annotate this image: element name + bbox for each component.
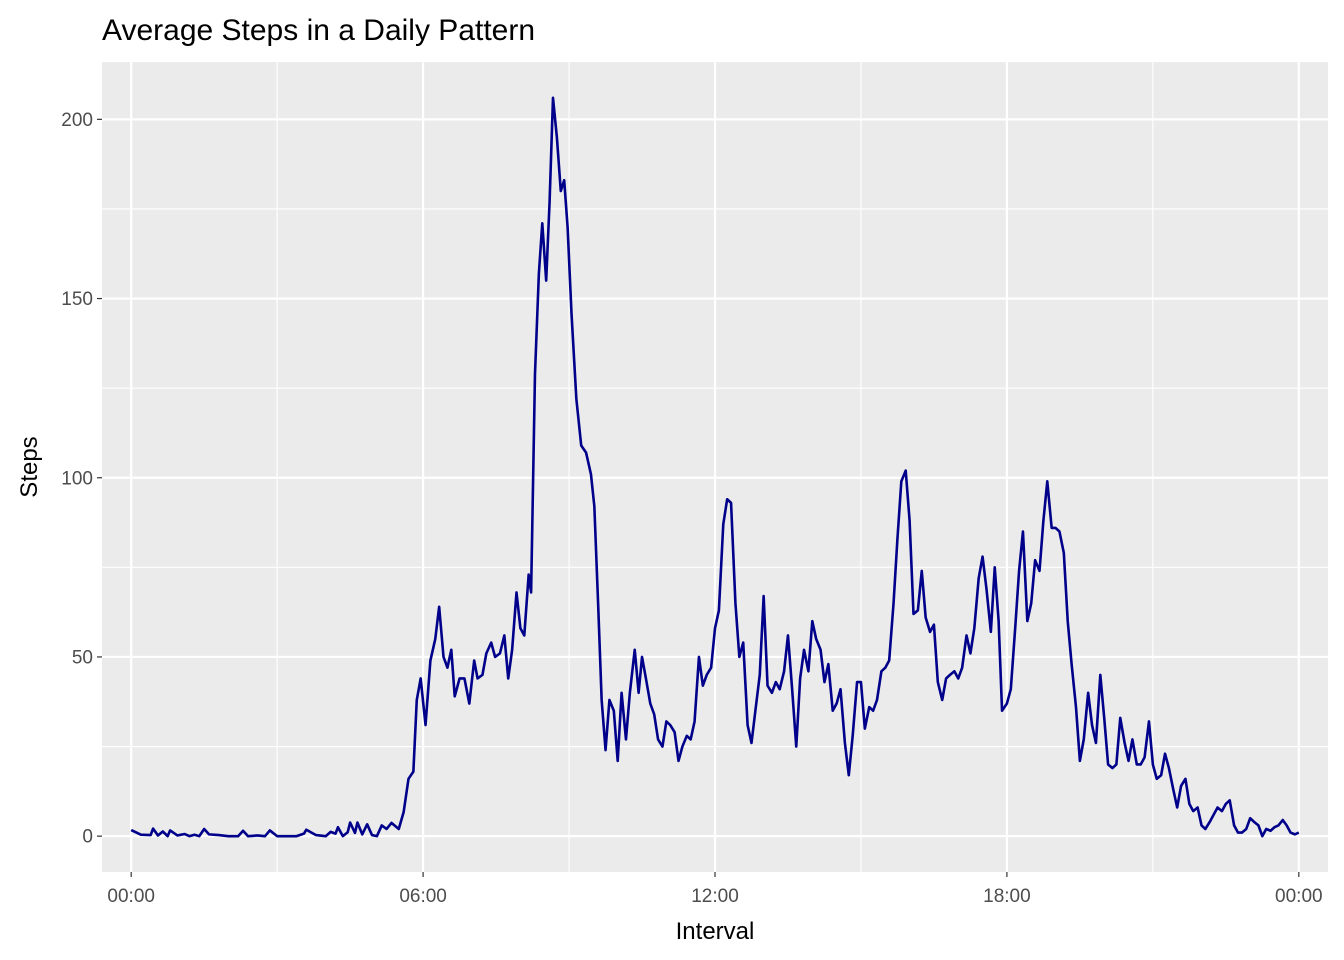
y-axis-ticks: 0 50 100 150 200 [61,110,102,848]
x-tick-label: 12:00 [691,886,739,907]
y-tick-label: 100 [61,468,93,489]
x-tick-label: 06:00 [399,886,447,907]
x-tick-label: 00:00 [1275,886,1323,907]
x-tick-label: 18:00 [983,886,1031,907]
x-axis-ticks: 00:00 06:00 12:00 18:00 00:00 [107,872,1323,907]
major-gridlines [102,62,1328,872]
x-tick-label: 00:00 [107,886,155,907]
y-tick-label: 50 [72,647,93,668]
y-tick-label: 150 [61,289,93,310]
y-tick-label: 200 [61,110,93,131]
y-tick-label: 0 [82,827,93,848]
steps-series-line [130,96,1300,838]
x-axis-title: Interval [676,918,755,945]
y-axis-title: Steps [16,436,43,497]
chart-title: Average Steps in a Daily Pattern [102,14,535,47]
